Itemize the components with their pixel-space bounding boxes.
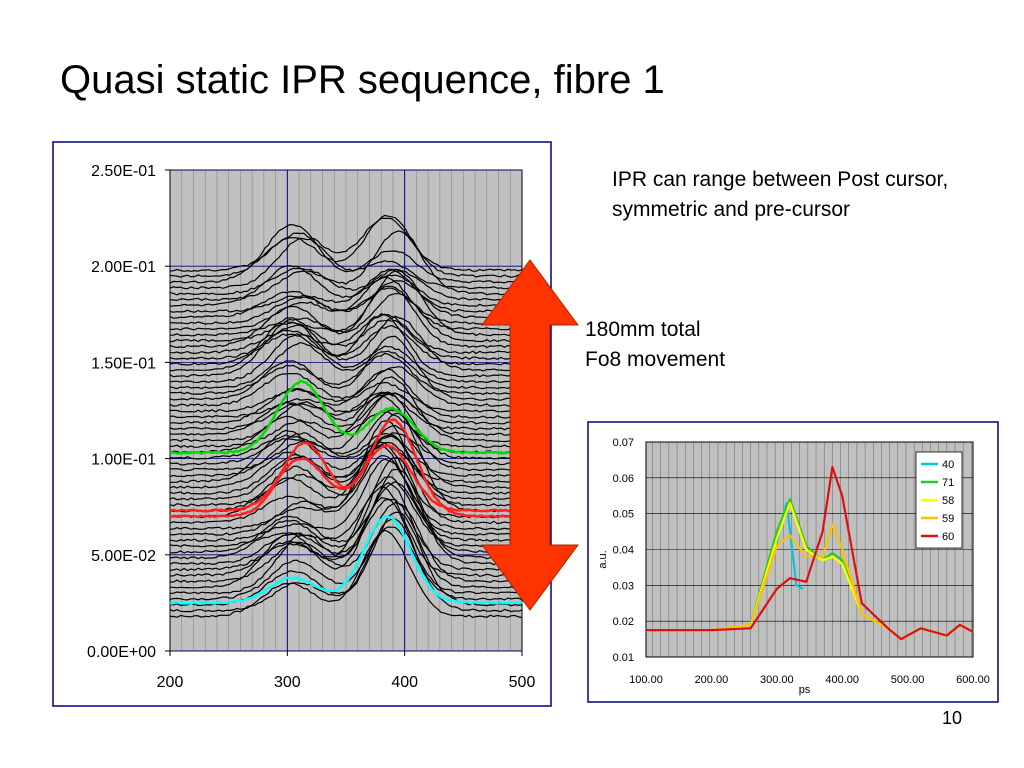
black-trace-line xyxy=(170,270,523,337)
black-trace-line xyxy=(169,268,523,313)
annotation-ipr-range: IPR can range between Post cursor, symme… xyxy=(612,168,949,221)
right-xtick-label: 100.00 xyxy=(629,674,663,686)
legend-label: 71 xyxy=(942,477,954,489)
black-trace-line xyxy=(169,237,523,290)
highlighted-trace-line xyxy=(169,444,523,513)
black-trace-line xyxy=(169,315,523,372)
right-ytick-label: 0.05 xyxy=(613,509,634,521)
right-ytick-label: 0.03 xyxy=(613,580,634,592)
black-trace-line xyxy=(169,366,523,407)
black-trace-line xyxy=(169,458,523,542)
black-trace-line xyxy=(169,409,523,472)
black-trace-line xyxy=(169,341,523,390)
black-trace-line xyxy=(169,268,523,302)
black-trace-line xyxy=(169,481,523,589)
double-arrow-shape xyxy=(481,259,579,611)
black-trace-line xyxy=(169,432,523,466)
black-trace-line xyxy=(169,455,523,531)
black-trace-line xyxy=(169,381,523,413)
black-trace-line xyxy=(169,424,523,489)
annotation-line-1: 180mm total xyxy=(585,318,701,341)
black-trace-line xyxy=(169,324,523,366)
highlighted-trace-line xyxy=(169,418,523,519)
left-ytick-label: 2.50E-01 xyxy=(91,163,156,180)
right-plot-area: 0.01 0.02 0.03 0.04 0.05 0.06 0.07 100.00 200.00… xyxy=(597,437,990,696)
annotation-line-2: Fo8 movement xyxy=(585,348,726,371)
black-trace-line xyxy=(169,368,523,419)
right-xtick-label: 200.00 xyxy=(695,674,729,686)
black-trace-line xyxy=(169,480,523,554)
black-trace-line xyxy=(169,335,523,401)
black-trace-line xyxy=(169,264,522,307)
black-trace-line xyxy=(169,217,523,272)
black-trace-line xyxy=(169,392,523,436)
black-trace-line xyxy=(169,476,523,548)
series-line-60 xyxy=(646,466,974,641)
highlighted-trace-line xyxy=(169,515,523,605)
left-ytick-label: 2.00E-01 xyxy=(91,259,156,276)
black-trace-line xyxy=(169,223,523,284)
black-trace-line xyxy=(169,387,523,425)
black-trace-line xyxy=(169,498,523,572)
right-ytick-label: 0.04 xyxy=(613,545,634,557)
black-trace-line xyxy=(169,432,523,478)
highlighted-trace-line xyxy=(169,379,523,455)
black-trace-line xyxy=(169,457,523,560)
black-trace-line xyxy=(169,376,523,443)
left-xtick-label: 200 xyxy=(157,674,184,691)
legend-label: 60 xyxy=(942,531,954,543)
black-trace-line xyxy=(169,279,523,319)
left-ytick-label: 0.00E+00 xyxy=(87,644,156,661)
black-trace-line xyxy=(169,502,523,583)
right-xtick-label: 300.00 xyxy=(760,674,794,686)
right-ytick-label: 0.02 xyxy=(613,616,634,628)
page-number: 10 xyxy=(941,708,962,728)
legend-label: 59 xyxy=(942,513,954,525)
black-trace-line xyxy=(169,468,523,566)
right-yaxis-label: a.u. xyxy=(597,550,609,568)
black-trace-line xyxy=(169,420,523,525)
black-trace-line xyxy=(169,435,523,501)
black-trace-line xyxy=(169,230,523,296)
right-ytick-label: 0.06 xyxy=(613,473,634,485)
black-trace-line xyxy=(169,518,523,613)
right-xtick-label: 600.00 xyxy=(956,674,990,686)
black-trace-line xyxy=(169,214,523,278)
black-trace-line xyxy=(169,285,523,349)
black-trace-line xyxy=(169,287,523,325)
slide-title: Quasi static IPR sequence, fibre 1 xyxy=(60,58,665,102)
left-xtick-label: 400 xyxy=(391,674,418,691)
black-trace-line xyxy=(169,485,523,578)
black-trace-line xyxy=(170,352,523,396)
legend-label: 58 xyxy=(942,495,954,507)
black-trace-line xyxy=(169,429,523,484)
black-trace-line xyxy=(169,313,523,378)
black-trace-line xyxy=(169,394,523,454)
right-xtick-label: 400.00 xyxy=(825,674,859,686)
left-xtick-label: 300 xyxy=(274,674,301,691)
annotation-movement: 180mm total Fo8 movement xyxy=(585,315,725,375)
black-trace-line xyxy=(169,293,523,343)
left-ytick-label: 5.00E-02 xyxy=(91,548,156,565)
black-trace-line xyxy=(170,441,523,519)
black-trace-line xyxy=(169,441,523,495)
left-xtick-label: 500 xyxy=(509,674,536,691)
right-ytick-label: 0.07 xyxy=(613,437,634,449)
black-trace-line xyxy=(169,333,523,384)
right-ytick-label: 0.01 xyxy=(613,652,634,664)
left-plot-area: 0.00E+00 5.00E-02 1.00E-01 1.50E-01 2.00E-01… xyxy=(87,163,535,691)
black-trace-line xyxy=(169,313,523,355)
left-ytick-label: 1.50E-01 xyxy=(91,355,156,372)
black-trace-line xyxy=(169,393,523,460)
black-trace-line xyxy=(169,319,523,360)
right-xaxis-label: ps xyxy=(799,684,811,696)
black-trace-line xyxy=(169,391,523,431)
left-ytick-label: 1.00E-01 xyxy=(91,452,156,469)
black-trace-line xyxy=(169,446,523,537)
right-xtick-label: 500.00 xyxy=(891,674,925,686)
legend-label: 40 xyxy=(942,459,954,471)
